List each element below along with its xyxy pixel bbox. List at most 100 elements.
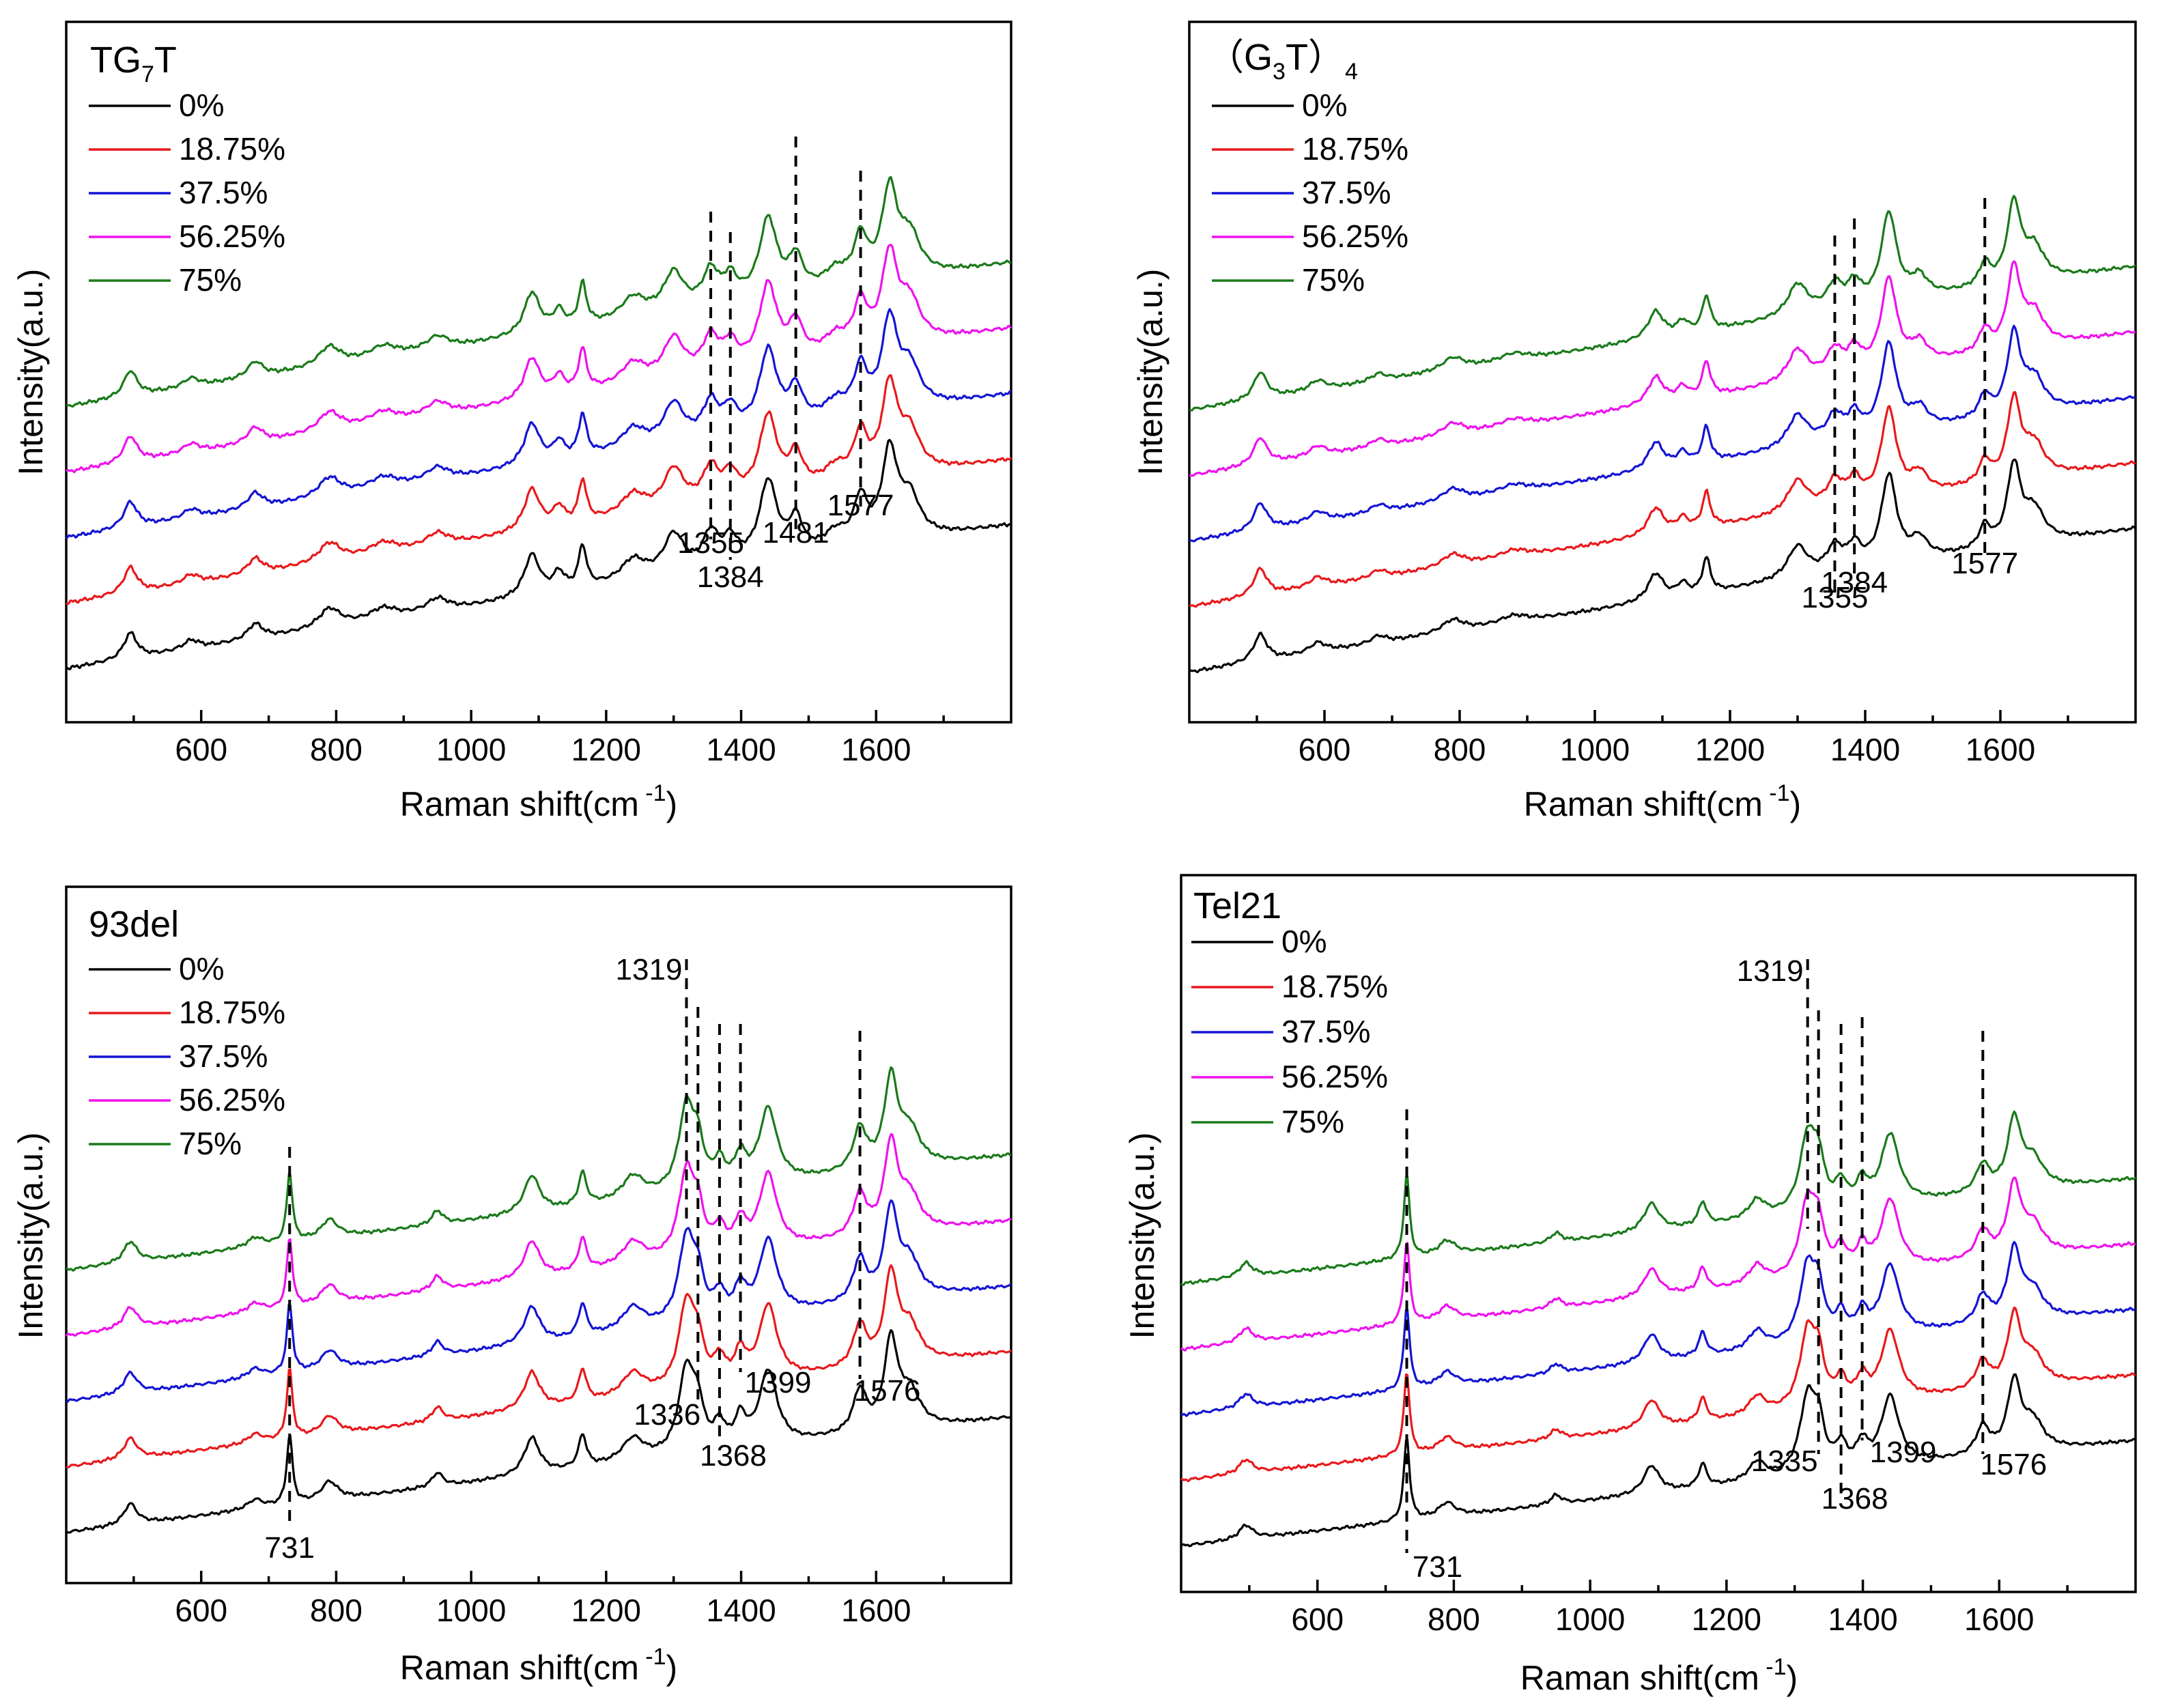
spectrum-line bbox=[66, 1328, 1012, 1534]
legend: 0% 18.75% 37.5% 56.25% 75% bbox=[1191, 924, 1388, 1139]
peak-label: 1576 bbox=[1980, 1448, 2047, 1481]
x-tick-label: 1000 bbox=[1560, 732, 1630, 767]
legend-label: 56.25% bbox=[1302, 218, 1408, 254]
y-axis-label: Intensity(a.u.) bbox=[1123, 1133, 1161, 1339]
legend-label: 56.25% bbox=[179, 218, 285, 254]
legend-label: 0% bbox=[179, 87, 224, 123]
y-axis-label: Intensity(a.u.) bbox=[1131, 269, 1169, 476]
x-tick-label: 1200 bbox=[571, 732, 641, 767]
x-tick-label: 1600 bbox=[841, 1593, 911, 1628]
legend-label: 56.25% bbox=[179, 1082, 285, 1118]
peak-label: 1577 bbox=[827, 489, 894, 522]
x-tick-label: 600 bbox=[175, 732, 227, 767]
xlabel-part: ) bbox=[666, 785, 678, 823]
peak-label: 1576 bbox=[854, 1374, 921, 1408]
spectrum-line bbox=[1189, 195, 2137, 412]
spectrum-line bbox=[1189, 260, 2136, 477]
x-tick-label: 1600 bbox=[1964, 1602, 2034, 1637]
x-tick-layer: 600 800 1000 1200 1400 1600 bbox=[1248, 1580, 2069, 1637]
x-tick-label: 800 bbox=[310, 732, 363, 767]
spectrum-line bbox=[66, 1199, 1012, 1404]
spectrum-line bbox=[66, 438, 1012, 670]
x-tick-label: 1400 bbox=[1830, 732, 1900, 767]
x-axis-label: Raman shift(cm -1) bbox=[1520, 1654, 1798, 1697]
peak-label: 1355 bbox=[1802, 581, 1869, 614]
title-subscript: 4 bbox=[1345, 59, 1358, 85]
spectrum-line bbox=[1180, 1306, 2136, 1483]
xlabel-part: Raman shift(cm bbox=[1520, 1659, 1759, 1697]
x-tick-label: 1200 bbox=[1695, 732, 1765, 767]
xlabel-superscript: -1 bbox=[639, 1644, 666, 1670]
legend-label: 75% bbox=[1302, 262, 1365, 298]
peak-label: 731 bbox=[1413, 1550, 1462, 1584]
xlabel-part: Raman shift(cm bbox=[400, 785, 639, 823]
legend-label: 37.5% bbox=[179, 1038, 268, 1074]
peak-label: 1368 bbox=[700, 1439, 767, 1472]
peak-label: 1319 bbox=[1737, 954, 1804, 988]
x-tick-label: 1400 bbox=[706, 732, 776, 767]
y-axis-label: Intensity(a.u.) bbox=[12, 1133, 50, 1339]
peak-label: 1384 bbox=[697, 560, 764, 594]
legend-label: 75% bbox=[179, 262, 242, 298]
title-subscript: 3 bbox=[1273, 59, 1286, 85]
x-axis-label: Raman shift(cm -1) bbox=[400, 1644, 677, 1687]
peak-label: 1399 bbox=[745, 1366, 812, 1399]
peak-label: 1335 bbox=[1751, 1444, 1818, 1478]
legend-label: 0% bbox=[1281, 924, 1327, 959]
panel-title: TG7T bbox=[90, 40, 177, 87]
title-subscript: 7 bbox=[141, 61, 154, 87]
title-part: T bbox=[154, 40, 177, 81]
series-layer bbox=[65, 1066, 1012, 1534]
legend-label: 0% bbox=[179, 951, 224, 986]
spectrum-line bbox=[1180, 1373, 2136, 1548]
x-tick-label: 1600 bbox=[1966, 732, 2035, 767]
x-tick-label: 800 bbox=[1434, 732, 1486, 767]
xlabel-superscript: -1 bbox=[1763, 780, 1790, 806]
x-tick-label: 1000 bbox=[1555, 1602, 1625, 1637]
x-axis-label: Raman shift(cm -1) bbox=[400, 780, 677, 823]
title-part: TG bbox=[90, 40, 141, 81]
y-axis-label: Intensity(a.u.) bbox=[12, 269, 50, 476]
plot-frame bbox=[1188, 20, 2137, 724]
title-part: T） bbox=[1286, 37, 1345, 78]
spectrum-line bbox=[1189, 324, 2136, 543]
legend-label: 18.75% bbox=[179, 131, 285, 167]
xlabel-superscript: -1 bbox=[1759, 1654, 1787, 1680]
spectrum-line bbox=[66, 1264, 1012, 1468]
legend-label: 0% bbox=[1302, 87, 1347, 123]
spectrum-line bbox=[66, 374, 1012, 606]
xlabel-part: Raman shift(cm bbox=[1524, 785, 1763, 823]
panel-title: Tel21 bbox=[1193, 885, 1281, 926]
legend-label: 75% bbox=[179, 1126, 242, 1161]
legend-label: 18.75% bbox=[1302, 131, 1408, 167]
title-part: （G bbox=[1207, 37, 1273, 78]
legend-label: 18.75% bbox=[179, 995, 285, 1030]
spectrum-line bbox=[1180, 1240, 2136, 1417]
peak-label: 1384 bbox=[1821, 566, 1888, 599]
spectrum-line bbox=[66, 243, 1012, 474]
x-tick-layer: 600 800 1000 1200 1400 1600 bbox=[132, 1571, 945, 1628]
x-tick-layer: 600 800 1000 1200 1400 1600 bbox=[1256, 710, 2069, 767]
legend: 0% 18.75% 37.5% 56.25% 75% bbox=[89, 87, 285, 298]
legend: 0% 18.75% 37.5% 56.25% 75% bbox=[1212, 87, 1408, 298]
legend-label: 75% bbox=[1281, 1104, 1344, 1139]
series-layer bbox=[1180, 1110, 2137, 1548]
peak-label: 1481 bbox=[763, 516, 830, 550]
legend-label: 37.5% bbox=[1302, 175, 1391, 210]
legend: 0% 18.75% 37.5% 56.25% 75% bbox=[89, 951, 285, 1161]
x-axis-label: Raman shift(cm -1) bbox=[1524, 780, 1801, 823]
x-tick-label: 1400 bbox=[706, 1593, 776, 1628]
x-tick-label: 600 bbox=[1299, 732, 1351, 767]
xlabel-part: ) bbox=[1787, 1659, 1798, 1697]
spectrum-line bbox=[1189, 391, 2136, 608]
legend-label: 18.75% bbox=[1281, 969, 1388, 1004]
spectrum-line bbox=[65, 308, 1012, 539]
x-tick-label: 1200 bbox=[571, 1593, 641, 1628]
x-tick-label: 800 bbox=[310, 1593, 363, 1628]
